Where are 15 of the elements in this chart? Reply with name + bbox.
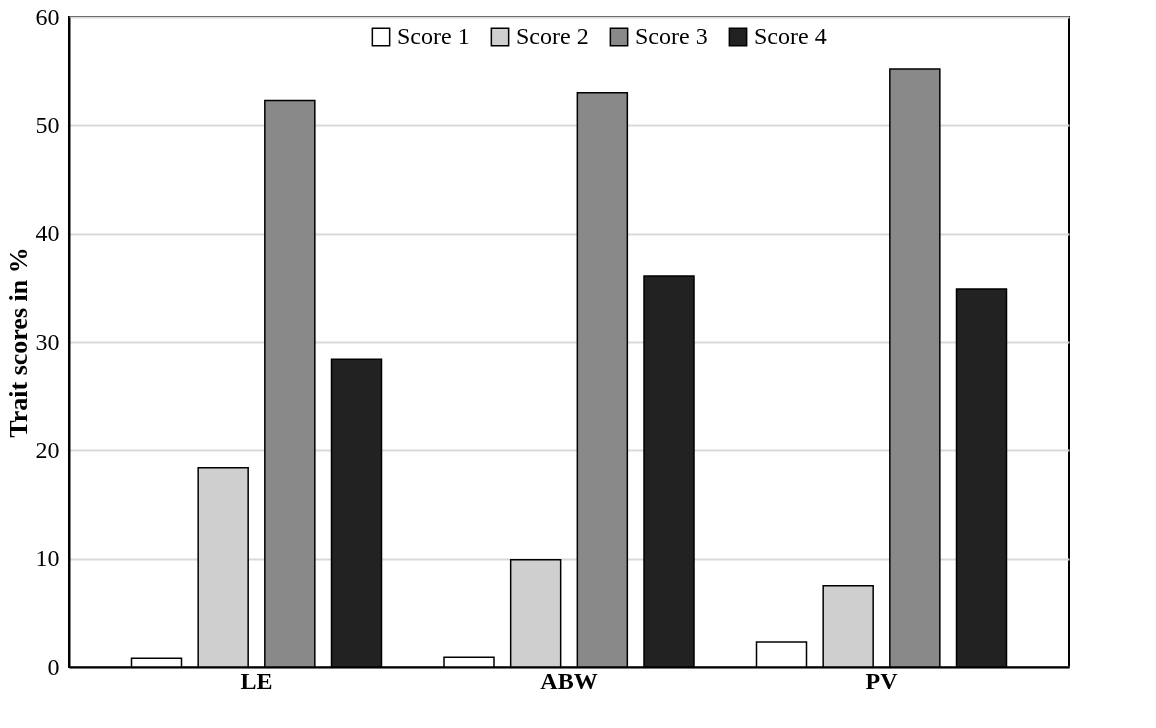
- y-tick-label: 50: [35, 111, 60, 138]
- y-tick-label: 10: [35, 545, 60, 572]
- y-tick-label: 40: [35, 220, 60, 247]
- y-tick-label: 30: [35, 328, 60, 355]
- legend-label: Score 4: [754, 23, 827, 49]
- legend-label: Score 3: [635, 23, 708, 49]
- y-tick-label: 60: [35, 3, 60, 30]
- y-axis-title: Trait scores in %: [3, 247, 33, 438]
- x-tick-label: LE: [240, 667, 273, 694]
- legend-label: Score 2: [516, 23, 589, 49]
- y-tick-label: 0: [47, 653, 60, 680]
- legend-label: Score 1: [397, 23, 470, 49]
- x-tick-label: PV: [865, 667, 899, 694]
- y-tick-label: 20: [35, 436, 60, 463]
- x-tick-label: ABW: [540, 667, 598, 694]
